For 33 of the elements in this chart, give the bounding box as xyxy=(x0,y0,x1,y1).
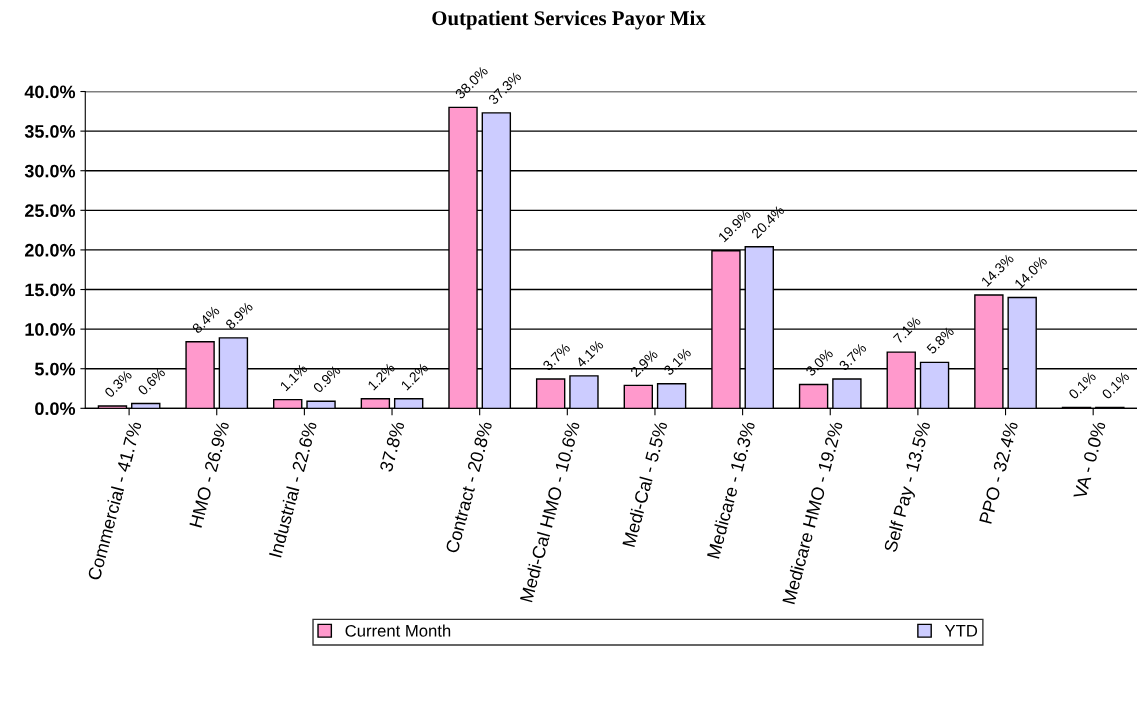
bar xyxy=(569,375,599,409)
y-tick-label: 40.0% xyxy=(24,85,76,99)
y-tick-label: 20.0% xyxy=(24,243,76,257)
bar xyxy=(656,383,687,409)
legend-label: YTD xyxy=(944,625,978,637)
bar xyxy=(97,405,128,409)
y-tick-label: 30.0% xyxy=(24,164,76,178)
y-tick-label: 0.0% xyxy=(35,402,76,416)
bar xyxy=(131,402,161,409)
legend-label: Current Month xyxy=(345,624,451,637)
y-tick-label: 5.0% xyxy=(34,362,76,376)
x-tick-label: VA - 0.0% xyxy=(1073,420,1106,500)
x-tick-label: Self Pay - 13.5% xyxy=(883,420,934,554)
bar xyxy=(832,378,862,409)
bar xyxy=(306,400,336,409)
y-tick-label: 15.0% xyxy=(25,283,76,297)
bar xyxy=(393,398,424,409)
x-tick-label: Medi-Cal HMO - 10.6% xyxy=(519,420,580,603)
y-tick-label: 25.0% xyxy=(24,204,76,218)
bar xyxy=(798,383,829,409)
bar xyxy=(360,398,391,409)
x-tick-label: Industrial - 22.6% xyxy=(268,420,318,558)
bar xyxy=(535,378,566,409)
x-tick-label: 37.8% xyxy=(379,420,405,473)
x-tick-label: Contract - 20.8% xyxy=(445,420,493,554)
y-tick-label: 35.0% xyxy=(24,125,76,138)
x-tick-label: HMO - 26.9% xyxy=(189,420,230,528)
chart-title: Outpatient Services Payor Mix xyxy=(432,10,706,30)
bar xyxy=(273,398,303,409)
bar xyxy=(623,384,654,409)
x-tick-label: Medicare - 16.3% xyxy=(706,420,756,559)
y-tick-label: 10.0% xyxy=(25,323,76,336)
x-tick-label: PPO - 32.4% xyxy=(979,420,1019,524)
